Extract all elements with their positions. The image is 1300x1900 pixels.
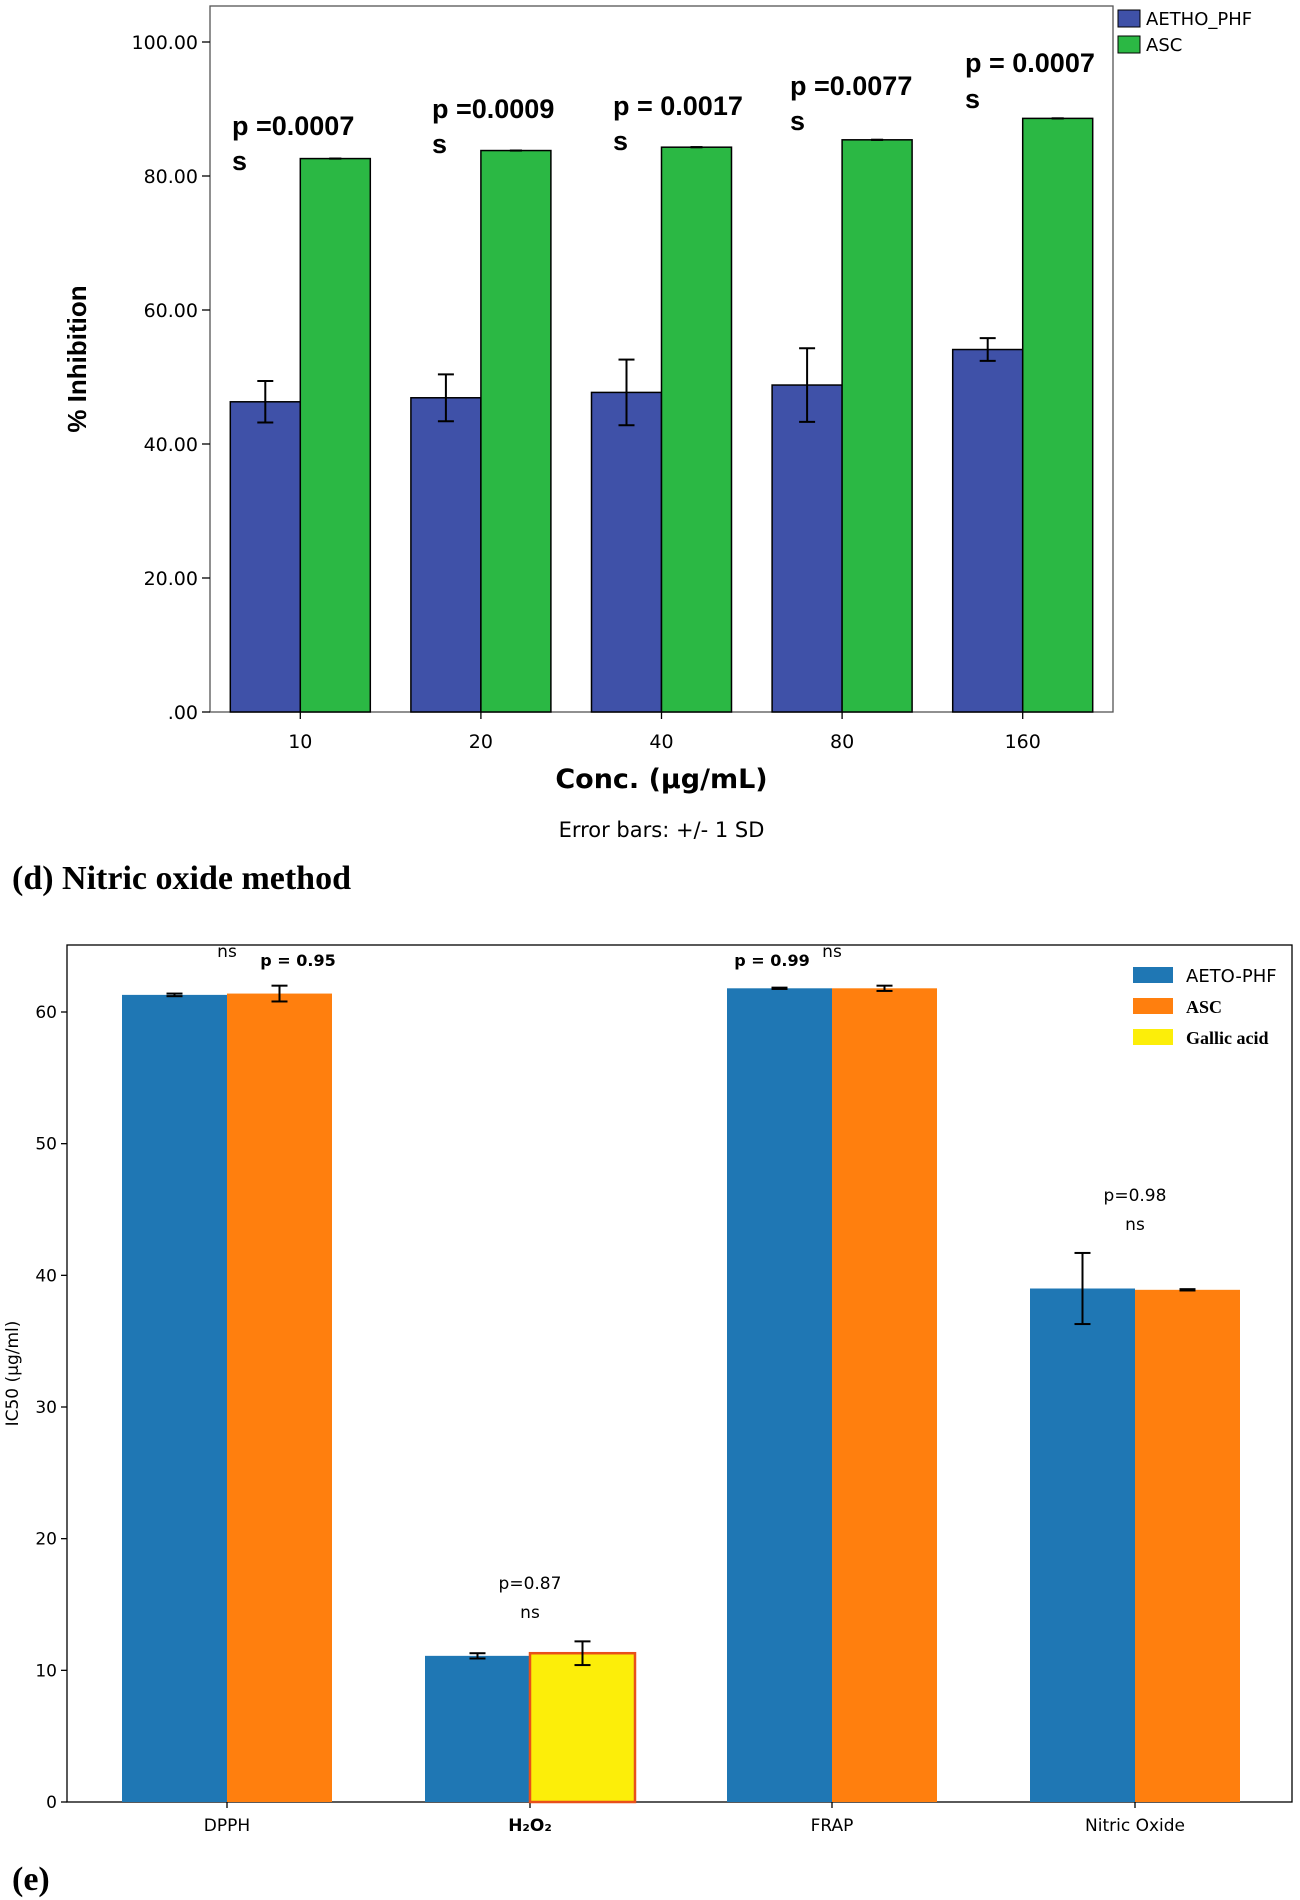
y-tick-label: 60.00: [144, 300, 198, 322]
y-tick-label: 80.00: [144, 166, 198, 188]
x-tick-label: DPPH: [204, 1816, 250, 1836]
bar-asc: [1135, 1289, 1240, 1802]
bar-asc: [299, 157, 372, 713]
p-value-annotation: p=0.98: [1104, 1186, 1167, 1206]
x-tick-label: H₂O₂: [508, 1816, 552, 1836]
bar-gallic-acid: [528, 1651, 637, 1804]
bar-aetho-phf: [410, 397, 482, 713]
legend-swatch: [1117, 9, 1141, 28]
significance-annotation: ns: [520, 1603, 540, 1623]
y-tick-label: 100.00: [132, 32, 198, 54]
bar-aetho-phf: [229, 401, 302, 713]
error-bars-note: Error bars: +/- 1 SD: [559, 818, 765, 842]
significance-annotation: s: [432, 129, 447, 159]
bar-aeto-phf: [425, 1655, 530, 1802]
error-bar-aetho-phf: [799, 347, 816, 423]
p-value-annotation: p = 0.99: [734, 951, 809, 970]
error-bar-asc: [271, 984, 288, 1003]
bar-aetho-phf: [771, 384, 843, 713]
x-tick-label: FRAP: [811, 1816, 854, 1836]
legend-swatch: [1133, 967, 1173, 983]
error-bar-aetho-phf: [618, 358, 635, 427]
legend-label: AETHO_PHF: [1146, 9, 1252, 30]
bar-aetho-phf: [590, 391, 663, 713]
error-bar-aetho-phf: [979, 337, 996, 362]
error-bar-aeto-phf: [166, 992, 183, 998]
bar-asc: [480, 149, 552, 713]
y-tick-label: 20.00: [144, 568, 198, 590]
bar-asc: [227, 993, 332, 1802]
significance-annotation: ns: [217, 942, 237, 962]
y-tick-label: 60: [35, 1003, 57, 1023]
bar-asc: [841, 139, 913, 713]
y-tick-label: 30: [35, 1398, 57, 1418]
inhibition-bar-chart: .00 20.00 40.00 60.00 80.00 100.00 10 20 40 80 160…: [12, 5, 1252, 897]
significance-annotation: ns: [1125, 1215, 1145, 1235]
significance-annotation: s: [790, 106, 805, 136]
bar-asc: [660, 146, 733, 713]
y-axis-label: IC50 (µg/ml): [3, 1321, 23, 1427]
x-tick-label: 20: [469, 731, 493, 753]
x-tick-label: 40: [649, 731, 673, 753]
error-bar-aeto-phf: [469, 1652, 486, 1660]
x-tick-label: 10: [288, 731, 312, 753]
p-value-annotation: p = 0.95: [260, 951, 335, 970]
bar-aeto-phf: [122, 994, 227, 1802]
y-tick-label: 50: [35, 1135, 57, 1155]
legend-label: ASC: [1146, 35, 1182, 56]
error-bar-aeto-phf: [1074, 1251, 1091, 1326]
bar-aetho-phf: [951, 348, 1024, 713]
p-value-annotation: p = 0.0017: [613, 91, 743, 121]
error-bar-asc: [574, 1640, 591, 1667]
legend-label: Gallic acid: [1186, 1028, 1269, 1048]
y-axis-label: % Inhibition: [62, 285, 92, 432]
x-tick-label: 160: [1005, 731, 1041, 753]
y-tick-label: .00: [168, 702, 198, 724]
error-bar-aetho-phf: [257, 380, 274, 424]
significance-annotation: s: [232, 146, 247, 176]
legend-label: AETO-PHF: [1186, 966, 1277, 987]
y-tick-label: 10: [35, 1661, 57, 1681]
p-value-annotation: p =0.0077: [790, 71, 912, 101]
bar-aeto-phf: [1030, 1288, 1135, 1802]
bar-asc: [1021, 117, 1094, 713]
error-bar-aetho-phf: [437, 373, 454, 423]
caption-d: (d) Nitric oxide method: [12, 860, 351, 897]
p-value-annotation: p=0.87: [499, 1574, 562, 1594]
error-bar-asc: [876, 984, 893, 992]
caption-e: (e): [12, 1861, 50, 1898]
p-value-annotation: p =0.0007: [232, 111, 354, 141]
legend-swatch: [1133, 998, 1173, 1014]
y-tick-label: 40.00: [144, 434, 198, 456]
bar-asc: [832, 988, 937, 1802]
x-tick-label: 80: [830, 731, 854, 753]
error-bar-asc: [1179, 1288, 1196, 1292]
p-value-annotation: p = 0.0007: [965, 48, 1095, 78]
y-tick-label: 40: [35, 1266, 57, 1286]
legend-swatch: [1117, 35, 1141, 54]
y-tick-label: 0: [46, 1793, 57, 1813]
error-bar-aeto-phf: [771, 986, 788, 990]
plot-frame: [66, 944, 1293, 1803]
legend-label: ASC: [1186, 997, 1222, 1017]
significance-annotation: s: [613, 126, 628, 156]
bar-aeto-phf: [727, 988, 832, 1802]
x-axis-label: Conc. (µg/mL): [555, 764, 767, 795]
p-value-annotation: p =0.0009: [432, 94, 554, 124]
legend-swatch: [1133, 1029, 1173, 1045]
significance-annotation: ns: [822, 942, 842, 962]
x-tick-label: Nitric Oxide: [1085, 1816, 1185, 1836]
y-tick-label: 20: [35, 1530, 57, 1550]
significance-annotation: s: [965, 84, 980, 114]
